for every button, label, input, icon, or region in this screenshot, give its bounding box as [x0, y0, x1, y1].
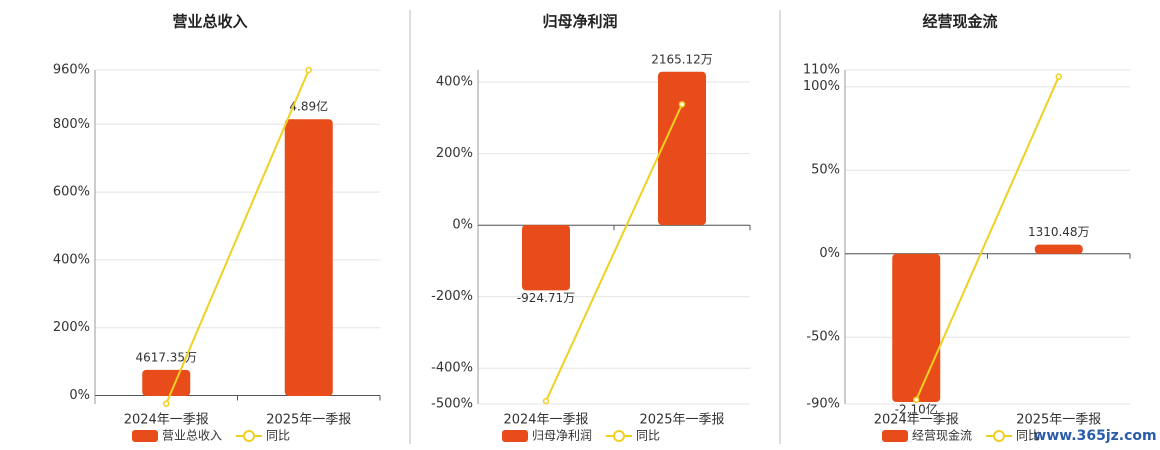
y-tick-label: 110%	[803, 63, 840, 78]
y-tick-label: 200%	[53, 320, 90, 335]
line	[165, 69, 310, 405]
line-point	[305, 66, 312, 74]
legend-label: 归母净利润	[532, 429, 592, 443]
x-tick-label: 2024年一季报	[124, 413, 209, 428]
y-tick-label: 0%	[452, 218, 473, 233]
y-tick-label: 400%	[53, 252, 90, 267]
data-label: 4.89亿	[289, 99, 328, 114]
chart-title: 经营现金流	[922, 13, 997, 31]
y-tick-label: -50%	[806, 330, 840, 345]
data-label: 4617.35万	[135, 350, 197, 364]
y-tick-label: 960%	[53, 63, 90, 78]
bar	[142, 369, 191, 396]
y-tick-label: -500%	[431, 397, 473, 412]
y-tick-label: -400%	[431, 361, 473, 376]
legend-label: 经营现金流	[912, 428, 972, 443]
legend-label: 同比	[1016, 429, 1040, 443]
legend-marker	[993, 430, 1006, 442]
x-tick-label: 2025年一季报	[639, 413, 724, 428]
legend-marker	[243, 430, 256, 442]
x-tick-label: 2025年一季报	[1016, 413, 1101, 428]
chart-title: 营业总收入	[172, 13, 247, 31]
watermark: www.365jz.com	[1033, 428, 1156, 444]
line-point	[1055, 73, 1062, 80]
bar	[892, 253, 941, 403]
bar	[522, 224, 570, 291]
y-tick-label: -90%	[806, 397, 840, 412]
bar	[284, 119, 333, 396]
line-point	[163, 400, 170, 407]
line-point	[678, 101, 686, 108]
y-tick-label: 400%	[436, 75, 473, 90]
legend-swatch	[132, 430, 158, 442]
y-tick-label: 50%	[811, 163, 840, 178]
line	[915, 76, 1060, 401]
line-point	[542, 397, 550, 405]
x-tick-label: 2024年一季报	[874, 413, 959, 428]
line-point	[913, 396, 920, 404]
data-label: 2165.12万	[651, 52, 713, 66]
x-tick-label: 2025年一季报	[266, 413, 351, 428]
bar	[1034, 244, 1083, 254]
y-tick-label: -200%	[431, 289, 473, 304]
legend-label: 同比	[636, 429, 660, 443]
data-label: 1310.48万	[1028, 225, 1090, 239]
legend-swatch	[882, 430, 908, 442]
legend-label: 营业总收入	[162, 429, 222, 443]
y-tick-label: 0%	[819, 246, 840, 261]
y-tick-label: 0%	[69, 388, 90, 403]
y-tick-label: 200%	[436, 146, 473, 161]
legend-label: 同比	[266, 429, 290, 443]
data-label: -2.10亿	[895, 402, 938, 417]
data-label: -924.71万	[517, 291, 575, 305]
y-tick-label: 100%	[803, 79, 840, 94]
legend-marker	[613, 430, 626, 442]
bar	[658, 71, 706, 225]
y-tick-label: 600%	[53, 185, 90, 200]
x-tick-label: 2024年一季报	[503, 413, 588, 428]
y-tick-label: 800%	[53, 117, 90, 132]
chart-title: 归母净利润	[542, 13, 617, 31]
legend-swatch	[502, 430, 528, 442]
line	[545, 103, 683, 402]
